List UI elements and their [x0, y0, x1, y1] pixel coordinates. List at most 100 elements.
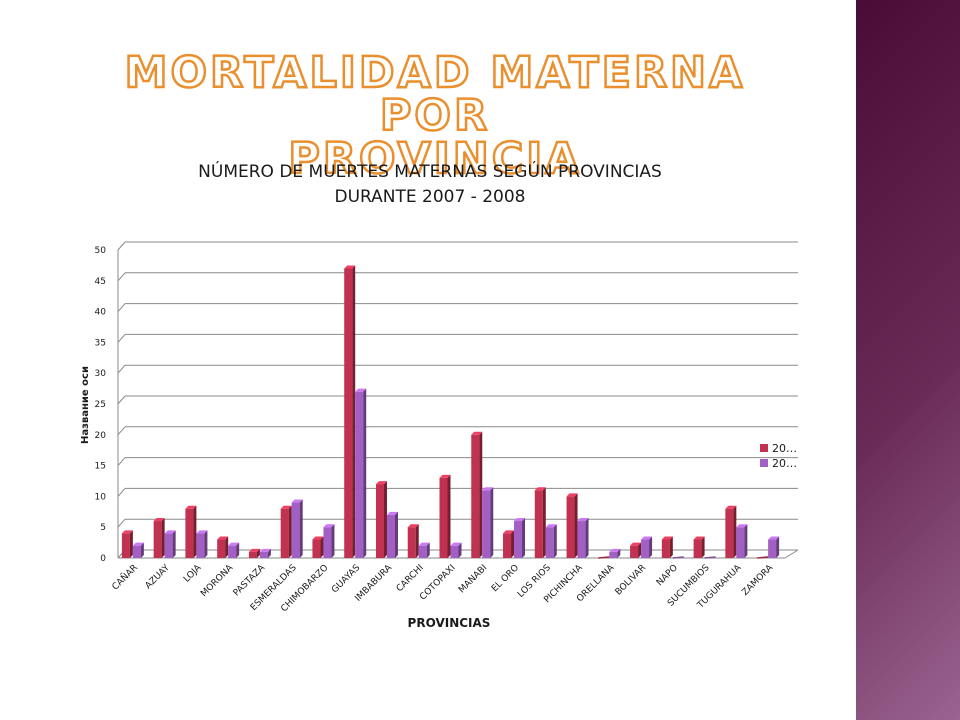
- x-category-label: MANABI: [457, 563, 489, 595]
- bar-front: [248, 551, 257, 558]
- bar-side: [331, 524, 335, 558]
- bar-front: [196, 533, 205, 558]
- bar-top: [450, 542, 462, 546]
- bar-side: [522, 518, 526, 558]
- bar-1: [312, 536, 324, 558]
- bar-top: [418, 542, 430, 546]
- floor-edge: [784, 549, 799, 559]
- bar-front: [630, 545, 639, 558]
- bar-top: [439, 474, 451, 478]
- bar-top: [514, 518, 526, 522]
- bar-top: [503, 530, 515, 534]
- bar-front: [661, 539, 670, 558]
- bar-top: [661, 536, 673, 540]
- bar-1: [630, 542, 642, 558]
- bar-1: [566, 493, 578, 558]
- bar-front: [609, 551, 618, 558]
- x-category-label: MORONA: [199, 562, 236, 599]
- y-tick-label: 25: [95, 400, 106, 410]
- bar-front: [407, 527, 416, 558]
- bar-1: [153, 518, 165, 558]
- bar-side: [256, 548, 260, 558]
- bar-top: [407, 524, 419, 528]
- bar-1: [439, 474, 451, 558]
- bar-1: [407, 524, 419, 558]
- bar-front: [185, 508, 194, 558]
- x-category-label: EL ORO: [490, 563, 521, 594]
- bar-2: [577, 518, 589, 558]
- bar-side: [225, 536, 229, 558]
- bar-2: [355, 388, 367, 558]
- bar-side: [288, 505, 292, 558]
- bar-1: [534, 487, 546, 558]
- bar-side: [140, 542, 144, 558]
- bar-front: [121, 533, 130, 558]
- bar-2: [196, 530, 208, 558]
- bar-1: [757, 556, 769, 559]
- bar-top: [344, 265, 356, 269]
- bar-front: [312, 539, 321, 558]
- bar-front: [482, 490, 491, 558]
- y-tick-label: 45: [95, 277, 106, 287]
- bar-1: [471, 431, 483, 558]
- bar-top: [228, 542, 240, 546]
- y-tick-label: 5: [100, 523, 106, 533]
- x-category-label: LOJA: [182, 562, 204, 584]
- gridline-depth: [117, 364, 126, 374]
- bar-1: [121, 530, 133, 558]
- y-tick-label: 10: [95, 492, 107, 502]
- bar-front: [768, 539, 777, 558]
- bar-front: [386, 514, 395, 558]
- bar-side: [669, 536, 673, 558]
- bar-side: [649, 536, 653, 558]
- bar-side: [638, 542, 642, 558]
- bar-2: [545, 524, 557, 558]
- bar-1: [248, 548, 260, 558]
- bar-front: [725, 508, 734, 558]
- bar-front: [132, 545, 141, 558]
- bar-top: [280, 505, 292, 509]
- bar-top: [121, 530, 133, 534]
- bar-side: [383, 481, 387, 558]
- bar-front: [323, 527, 332, 558]
- decorative-side-band: [856, 0, 960, 720]
- y-tick-label: 35: [95, 338, 106, 348]
- bar-zero: [757, 556, 769, 559]
- bar-2: [323, 524, 335, 558]
- bar-top: [355, 388, 367, 392]
- bar-front: [534, 490, 543, 558]
- slide-title: MORTALIDAD MATERNA POR PROVINCIA: [100, 50, 770, 182]
- bar-top: [375, 481, 387, 485]
- bar-side: [204, 530, 208, 558]
- bar-side: [320, 536, 324, 558]
- bar-front: [291, 502, 300, 558]
- bar-side: [426, 542, 430, 558]
- gridline-depth: [117, 426, 126, 436]
- bar-2: [386, 511, 398, 558]
- bar-2: [704, 556, 716, 559]
- x-axis-title: PROVINCIAS: [408, 616, 491, 630]
- bar-top: [577, 518, 589, 522]
- bar-side: [542, 487, 546, 558]
- bar-zero: [672, 556, 684, 559]
- bar-front: [344, 268, 353, 558]
- bar-side: [447, 474, 451, 558]
- chart-title-line-1: NÚMERO DE MUERTES MATERNAS SEGÚN PROVINC…: [198, 162, 662, 182]
- bar-top: [566, 493, 578, 497]
- bar-top: [164, 530, 176, 534]
- bar-side: [458, 542, 462, 558]
- gridline-depth: [117, 395, 126, 405]
- bar-side: [585, 518, 589, 558]
- legend-label-2: 20…: [772, 457, 797, 470]
- bar-top: [725, 505, 737, 509]
- x-category-label: BOLIVAR: [614, 563, 648, 597]
- bar-top: [641, 536, 653, 540]
- gridline-depth: [117, 334, 126, 343]
- gridline-depth: [117, 518, 126, 528]
- bar-1: [375, 481, 387, 558]
- legend: 20…20…: [760, 442, 797, 470]
- y-tick-label: 50: [95, 246, 107, 256]
- bar-front: [736, 527, 745, 558]
- bar-side: [511, 530, 515, 558]
- bar-front: [471, 434, 480, 558]
